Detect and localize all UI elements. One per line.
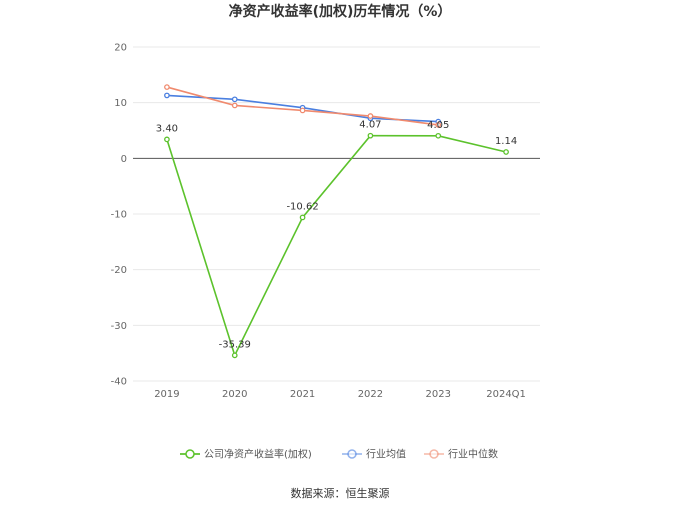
series-line xyxy=(166,134,507,358)
x-tick-label: 2023 xyxy=(426,389,451,400)
data-point xyxy=(164,84,170,90)
data-point xyxy=(435,132,442,139)
x-tick-label: 2024Q1 xyxy=(486,389,526,400)
y-tick-label: -10 xyxy=(111,210,127,221)
data-label: -35.39 xyxy=(219,339,251,350)
data-label: 4.05 xyxy=(427,120,449,131)
legend-label: 行业中位数 xyxy=(448,448,498,461)
x-axis-ticks: 2019 2020 2021 2022 2023 2024Q1 xyxy=(154,389,526,400)
legend-marker xyxy=(347,449,357,459)
legend-item: 行业均值 xyxy=(342,448,406,461)
legend-label: 公司净资产收益率(加权) xyxy=(204,448,312,461)
y-tick-label: 0 xyxy=(121,154,127,165)
x-tick-label: 2020 xyxy=(222,389,247,400)
data-label: -10.62 xyxy=(286,201,318,212)
legend-item: 公司净资产收益率(加权) xyxy=(180,448,312,461)
x-tick-label: 2019 xyxy=(154,389,179,400)
data-point xyxy=(367,132,374,139)
series-2 xyxy=(164,84,442,128)
data-point xyxy=(367,113,374,119)
data-label: 4.07 xyxy=(359,120,381,131)
data-point xyxy=(231,96,238,103)
data-label: 3.40 xyxy=(156,123,178,134)
data-point xyxy=(299,107,306,114)
legend-label: 行业均值 xyxy=(366,448,406,461)
data-labels: 3.40 -35.39 -10.62 4.07 4.05 1.14 xyxy=(156,120,517,351)
series-layer xyxy=(164,84,509,359)
data-source: 数据来源：恒生聚源 xyxy=(291,486,390,500)
data-label: 1.14 xyxy=(495,136,517,147)
x-tick-label: 2021 xyxy=(290,389,315,400)
data-point xyxy=(231,352,238,359)
y-tick-label: -30 xyxy=(111,321,127,332)
x-tick-label: 2022 xyxy=(358,389,383,400)
y-tick-label: -40 xyxy=(111,377,127,388)
grid-lines xyxy=(133,46,540,382)
legend-marker xyxy=(429,449,439,459)
data-point xyxy=(164,136,170,143)
legend-item: 行业中位数 xyxy=(424,448,498,461)
series-0 xyxy=(164,132,509,359)
y-tick-label: -20 xyxy=(111,265,127,276)
data-point xyxy=(164,92,170,99)
data-point xyxy=(435,122,442,128)
data-point xyxy=(231,102,238,109)
y-tick-label: 20 xyxy=(114,43,127,54)
data-point xyxy=(299,214,306,221)
y-tick-label: 10 xyxy=(114,98,127,109)
legend: 公司净资产收益率(加权) 行业均值 行业中位数 xyxy=(180,448,498,461)
legend-marker xyxy=(185,449,195,459)
y-axis-ticks: 20 10 0 -10 -20 -30 -40 xyxy=(111,43,127,388)
data-point xyxy=(503,149,509,155)
chart-title: 净资产收益率(加权)历年情况（%） xyxy=(229,3,452,20)
